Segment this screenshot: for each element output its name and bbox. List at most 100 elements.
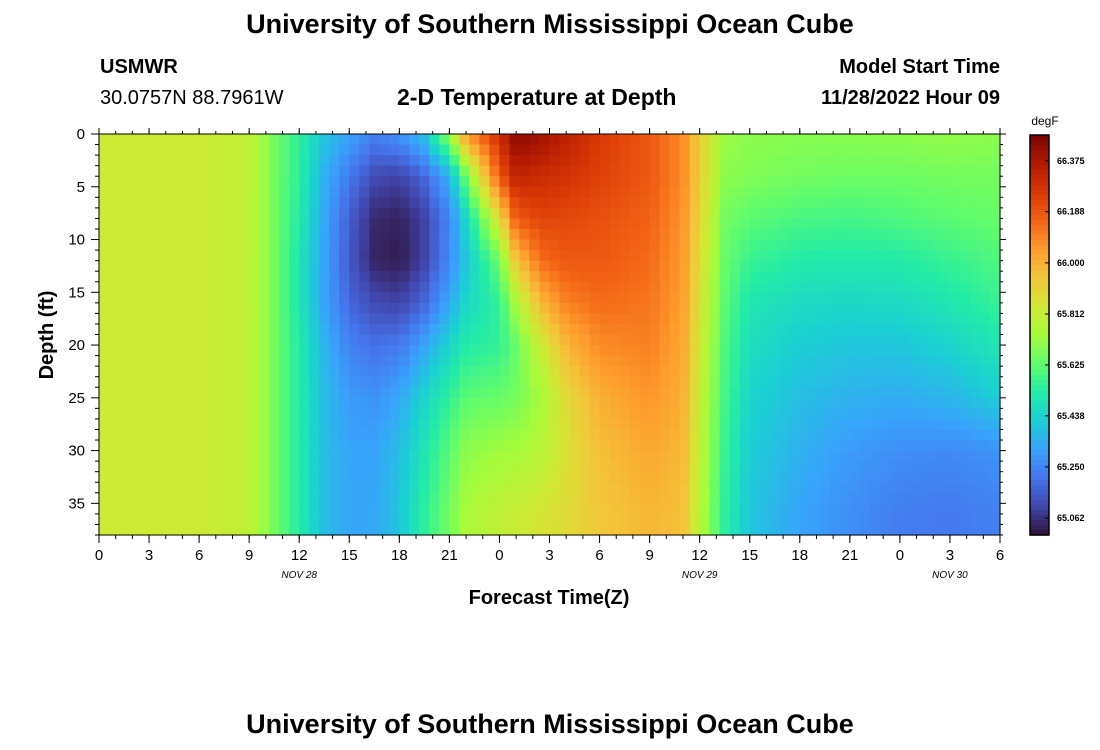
- heatmap-cell: [789, 218, 801, 230]
- heatmap-cell: [589, 250, 601, 262]
- heatmap-cell: [439, 461, 450, 473]
- heatmap-cell: [119, 513, 130, 526]
- heatmap-cell: [579, 492, 591, 504]
- heatmap-cell: [639, 323, 651, 336]
- heatmap-cell: [119, 323, 130, 336]
- colorbar-tick-label: 66.375: [1057, 156, 1085, 166]
- heatmap-cell: [489, 218, 501, 230]
- heatmap-cell: [779, 228, 791, 241]
- heatmap-cell: [749, 155, 761, 167]
- heatmap-cell: [709, 376, 721, 388]
- heatmap-cell: [949, 323, 961, 336]
- heatmap-cell: [839, 239, 851, 251]
- heatmap-cell: [259, 355, 270, 367]
- heatmap-cell: [819, 165, 831, 177]
- heatmap-cell: [319, 440, 330, 452]
- heatmap-cell: [319, 207, 330, 220]
- heatmap-cell: [219, 482, 230, 494]
- heatmap-cell: [789, 450, 801, 462]
- heatmap-cell: [919, 144, 931, 156]
- heatmap-cell: [139, 260, 150, 272]
- heatmap-cell: [719, 176, 731, 188]
- heatmap-cell: [829, 260, 841, 272]
- heatmap-cell: [169, 482, 180, 494]
- heatmap-cell: [729, 429, 741, 441]
- heatmap-cell: [689, 176, 701, 188]
- heatmap-cell: [459, 186, 471, 198]
- heatmap-cell: [469, 440, 481, 452]
- heatmap-cell: [939, 228, 951, 241]
- heatmap-cell: [549, 144, 561, 156]
- heatmap-cell: [289, 218, 300, 230]
- heatmap-cell: [569, 366, 581, 378]
- heatmap-cell: [839, 513, 851, 526]
- heatmap-cell: [609, 144, 621, 156]
- heatmap-cell: [779, 418, 791, 431]
- heatmap-cell: [929, 260, 941, 272]
- heatmap-cell: [339, 345, 350, 357]
- heatmap-cell: [159, 228, 170, 241]
- heatmap-cell: [119, 524, 130, 536]
- heatmap-cell: [119, 134, 130, 146]
- heatmap-cell: [989, 461, 1001, 473]
- heatmap-cell: [219, 397, 230, 409]
- heatmap-cell: [659, 165, 671, 177]
- heatmap-cell: [609, 186, 621, 198]
- heatmap-cell: [659, 197, 671, 209]
- heatmap-cell: [609, 429, 621, 441]
- heatmap-cell: [199, 387, 210, 399]
- heatmap-cell: [939, 218, 951, 230]
- heatmap-cell: [749, 418, 761, 431]
- heatmap-cell: [479, 260, 491, 272]
- heatmap-cell: [479, 271, 491, 283]
- heatmap-cell: [529, 134, 541, 146]
- heatmap-cell: [889, 323, 901, 336]
- heatmap-cell: [389, 482, 400, 494]
- heatmap-cell: [499, 503, 511, 515]
- heatmap-cell: [529, 260, 541, 272]
- heatmap-cell: [839, 429, 851, 441]
- heatmap-cell: [589, 482, 601, 494]
- heatmap-cell: [99, 313, 110, 325]
- heatmap-cell: [939, 239, 951, 251]
- heatmap-cell: [319, 197, 330, 209]
- heatmap-cell: [869, 334, 881, 346]
- heatmap-cell: [509, 144, 521, 156]
- heatmap-cell: [179, 397, 190, 409]
- heatmap-cell: [769, 250, 781, 262]
- heatmap-cell: [559, 250, 571, 262]
- heatmap-cell: [519, 292, 531, 304]
- heatmap-cell: [669, 503, 681, 515]
- heatmap-cell: [789, 292, 801, 304]
- heatmap-cell: [959, 207, 971, 220]
- heatmap-cell: [329, 197, 340, 209]
- heatmap-cell: [569, 323, 581, 336]
- heatmap-cell: [879, 134, 891, 146]
- heatmap-cell: [239, 134, 250, 146]
- heatmap-cell: [779, 260, 791, 272]
- heatmap-cell: [669, 450, 681, 462]
- colorbar: 66.37566.18866.00065.81265.62565.43865.2…: [1029, 134, 1085, 536]
- heatmap-cell: [279, 165, 290, 177]
- heatmap-cell: [699, 482, 711, 494]
- heatmap-cell: [749, 250, 761, 262]
- heatmap-cell: [499, 376, 511, 388]
- heatmap-cell: [739, 492, 751, 504]
- heatmap-cell: [359, 313, 370, 325]
- heatmap-cell: [709, 524, 721, 536]
- heatmap-cell: [229, 313, 240, 325]
- heatmap-cell: [839, 387, 851, 399]
- colorbar-segment: [1030, 365, 1049, 371]
- heatmap-cell: [509, 176, 521, 188]
- heatmap-cell: [479, 228, 491, 241]
- heatmap-cell: [439, 408, 450, 420]
- heatmap-cell: [369, 165, 380, 177]
- heatmap-cell: [799, 482, 811, 494]
- heatmap-cell: [969, 418, 981, 431]
- heatmap-cell: [189, 513, 200, 526]
- heatmap-cell: [339, 260, 350, 272]
- heatmap-cell: [789, 260, 801, 272]
- heatmap-cell: [339, 165, 350, 177]
- heatmap-cell: [369, 503, 380, 515]
